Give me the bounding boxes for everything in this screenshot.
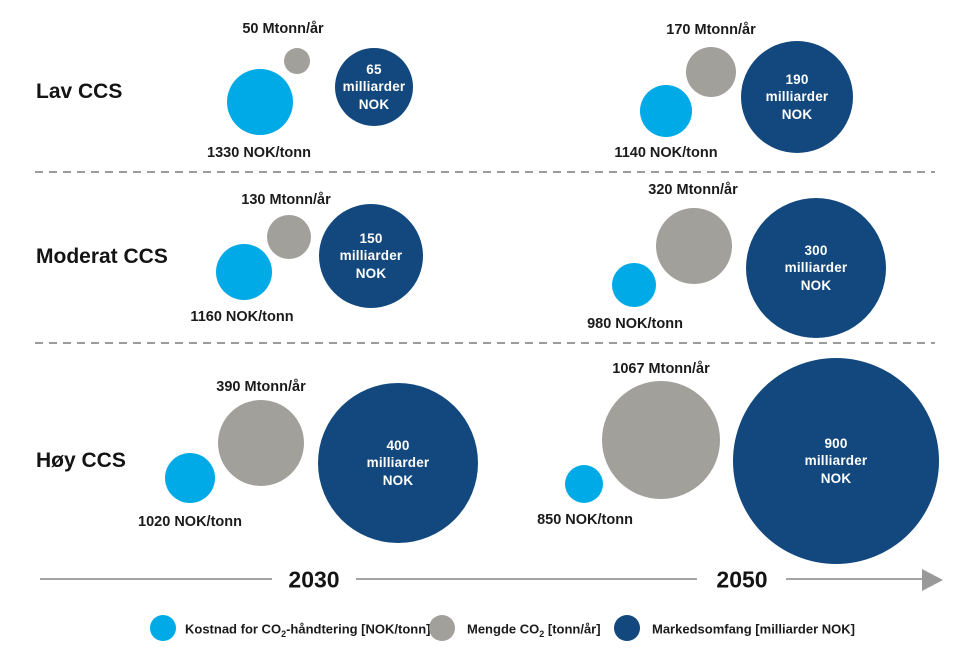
cost-bubble bbox=[640, 85, 692, 137]
row-label-lav-ccs: Lav CCS bbox=[36, 80, 123, 103]
legend-label-amount-sub: 2 bbox=[539, 629, 545, 640]
amount-bubble bbox=[656, 208, 732, 284]
amount-bubble bbox=[686, 47, 736, 97]
market-bubble: 190 milliarder NOK bbox=[741, 41, 853, 153]
market-bubble: 400 milliarder NOK bbox=[318, 383, 478, 543]
amount-bubble bbox=[267, 215, 311, 259]
market-bubble-value: 900 milliarder NOK bbox=[804, 436, 868, 486]
amount-label: 170 Mtonn/år bbox=[666, 22, 756, 38]
market-bubble-value: 400 milliarder NOK bbox=[366, 438, 430, 488]
legend-dot-amount bbox=[429, 615, 455, 641]
cost-label: 1140 NOK/tonn bbox=[614, 145, 718, 161]
legend-label-amount-post: [tonn/år] bbox=[544, 621, 601, 637]
legend-label-amount: Mengde CO2 [tonn/år] bbox=[467, 621, 601, 640]
legend-label-market-pre: Markedsomfang [milliarder NOK] bbox=[652, 621, 855, 637]
cost-bubble bbox=[216, 244, 272, 300]
amount-bubble bbox=[284, 48, 310, 74]
timeline-line bbox=[786, 578, 922, 580]
cost-label: 850 NOK/tonn bbox=[537, 512, 633, 528]
market-bubble-value: 300 milliarder NOK bbox=[784, 243, 848, 293]
row-label-moderat-ccs: Moderat CCS bbox=[36, 245, 168, 268]
amount-label: 1067 Mtonn/år bbox=[612, 361, 710, 377]
market-bubble: 300 milliarder NOK bbox=[746, 198, 886, 338]
market-bubble-value: 190 milliarder NOK bbox=[765, 72, 829, 122]
cost-label: 1160 NOK/tonn bbox=[190, 309, 294, 325]
cost-label: 1020 NOK/tonn bbox=[138, 514, 242, 530]
timeline-year-2050: 2050 bbox=[716, 566, 768, 593]
market-bubble: 900 milliarder NOK bbox=[733, 358, 939, 564]
legend-label-amount-pre: Mengde CO bbox=[467, 621, 540, 637]
legend-label-cost: Kostnad for CO2-håndtering [NOK/tonn] bbox=[185, 621, 431, 640]
legend-dot-cost bbox=[150, 615, 176, 641]
amount-bubble bbox=[602, 381, 720, 499]
cost-bubble bbox=[227, 69, 293, 135]
amount-bubble bbox=[218, 400, 304, 486]
cost-label: 980 NOK/tonn bbox=[587, 316, 683, 332]
cost-bubble bbox=[165, 453, 215, 503]
amount-label: 390 Mtonn/år bbox=[216, 379, 306, 395]
timeline-line bbox=[40, 578, 272, 580]
legend-label-cost-pre: Kostnad for CO bbox=[185, 621, 282, 637]
row-separator bbox=[35, 342, 935, 344]
market-bubble-value: 65 milliarder NOK bbox=[342, 62, 406, 112]
timeline-line bbox=[356, 578, 697, 580]
legend-label-cost-post: -håndtering [NOK/tonn] bbox=[286, 621, 431, 637]
legend-dot-market bbox=[614, 615, 640, 641]
market-bubble-value: 150 milliarder NOK bbox=[339, 231, 403, 281]
legend-label-market: Markedsomfang [milliarder NOK] bbox=[652, 622, 855, 637]
amount-label: 50 Mtonn/år bbox=[242, 21, 324, 37]
legend-label-cost-sub: 2 bbox=[281, 629, 287, 640]
timeline-arrow-icon bbox=[922, 569, 943, 591]
amount-label: 130 Mtonn/år bbox=[241, 192, 331, 208]
row-separator bbox=[35, 171, 935, 173]
market-bubble: 150 milliarder NOK bbox=[319, 204, 423, 308]
row-label-hoy-ccs: Høy CCS bbox=[36, 449, 126, 472]
market-bubble: 65 milliarder NOK bbox=[335, 48, 413, 126]
cost-bubble bbox=[565, 465, 603, 503]
timeline-year-2030: 2030 bbox=[288, 566, 340, 593]
cost-bubble bbox=[612, 263, 656, 307]
amount-label: 320 Mtonn/år bbox=[648, 182, 738, 198]
cost-label: 1330 NOK/tonn bbox=[207, 145, 311, 161]
